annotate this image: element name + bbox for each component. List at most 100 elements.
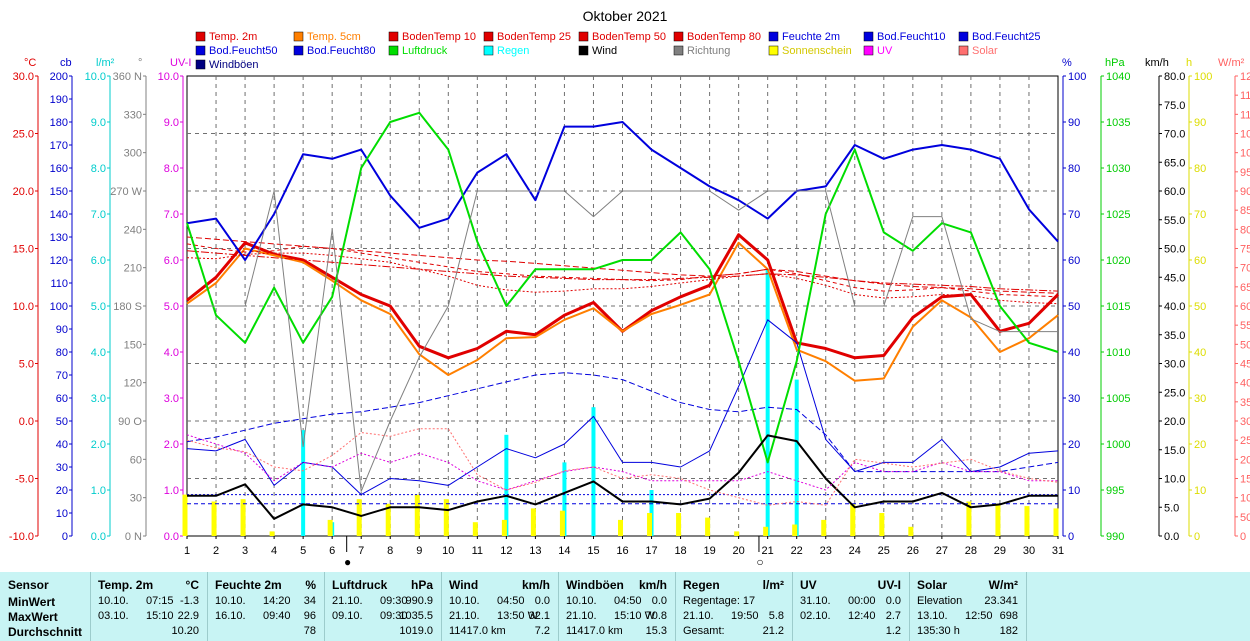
stats-cell-time: 15:10 [146, 610, 174, 622]
y-tick-label: 0.0 [164, 531, 179, 543]
y-tick-label: 990 [1106, 531, 1124, 543]
stats-cell-time: 00:00 [848, 595, 876, 607]
stats-unit: km/h [638, 578, 667, 592]
stats-cell-time: 07:15 [146, 595, 174, 607]
y-tick-label: 20.0 [1164, 416, 1185, 428]
stats-cell-value: 7.2 [534, 625, 550, 637]
legend-label: Bod.Feucht80 [307, 45, 376, 57]
y-tick-label: 650 [1240, 282, 1250, 294]
legend-label: Feuchte 2m [782, 31, 840, 43]
y-tick-label: 180 S [113, 301, 142, 313]
y-tick-label: 200 [1240, 454, 1250, 466]
x-tick-label: 22 [791, 545, 803, 557]
y-tick-label: -5.0 [15, 474, 34, 486]
y-tick-label: 20.0 [13, 186, 34, 198]
x-tick-label: 14 [558, 545, 570, 557]
bar-sonnenschein [821, 519, 827, 536]
bar-sonnenschein [1053, 508, 1059, 536]
stats-cell-value: 0.0 [534, 595, 550, 607]
y-tick-label: 10 [1068, 485, 1080, 497]
y-tick-label: 10.0 [13, 301, 34, 313]
x-tick-label: 13 [529, 545, 541, 557]
stats-cell-date: 10.10. [566, 595, 597, 607]
x-tick-label: 1 [184, 545, 190, 557]
legend-swatch [388, 45, 399, 56]
y-tick-label: 80.0 [1164, 71, 1185, 83]
y-tick-label: 8.0 [164, 163, 179, 175]
y-tick-label: 5.0 [91, 301, 106, 313]
y-tick-label: 20 [56, 485, 68, 497]
stats-cell-value: 96 [303, 610, 316, 622]
x-tick-label: 9 [416, 545, 422, 557]
legend-swatch [863, 31, 874, 42]
bar-sonnenschein [618, 519, 623, 536]
y-tick-label: 0 [1240, 531, 1246, 543]
y-tick-label: 50.0 [1164, 244, 1185, 256]
y-tick-label: 180 [50, 117, 68, 129]
y-tick-label: 1005 [1106, 393, 1130, 405]
bar-regen [794, 379, 799, 536]
stats-cell-value: 0.0 [885, 595, 901, 607]
stats-header: Regen [683, 578, 720, 592]
y-tick-label: 30 [56, 462, 68, 474]
y-tick-label: 50 [1240, 512, 1250, 524]
x-tick-label: 7 [358, 545, 364, 557]
stats-cell-date: 11417.0 km [566, 625, 623, 637]
legend-swatch [958, 45, 969, 56]
bar-sonnenschein [966, 501, 972, 536]
stats-cell-date: 16.10. [215, 610, 246, 622]
x-axis: 1 2 3 4 5 6 7 8 9 10 11 12 13 14 15 16 17 18 19 20 21 22 23 24 2… [184, 536, 1064, 569]
stats-cell-value: 78 [303, 625, 316, 637]
bar-sonnenschein [530, 508, 536, 536]
series-line [186, 428, 1059, 506]
stats-cell-value: 1019.0 [399, 625, 433, 637]
stats-cell-date: 13.10. [917, 610, 948, 622]
y-tick-label: 10.0 [158, 71, 179, 83]
y-tick-label: 270 W [110, 186, 142, 198]
y-axis: ° 0 N 30 60 90 O 120 150 180 S 210 240 270 W 300 330… [110, 57, 147, 543]
y-axis-unit: °C [24, 57, 36, 69]
weather-chart: Oktober 2021 Temp. 2m Temp. 5cm BodenTemp … [9, 8, 1250, 569]
x-tick-label: 15 [587, 545, 599, 557]
y-tick-label: 1050 [1240, 129, 1250, 141]
legend-label: BodenTemp 80 [687, 31, 761, 43]
y-tick-label: 4.0 [164, 347, 179, 359]
y-tick-label: 120 [124, 378, 142, 390]
y-tick-label: 2.0 [91, 439, 106, 451]
legend-label: Solar [972, 45, 998, 57]
y-tick-label: 1030 [1106, 163, 1130, 175]
legend-swatch [483, 31, 494, 42]
y-tick-label: 400 [1240, 378, 1250, 390]
legend-swatch [863, 45, 874, 56]
stats-cell-value: -1.3 [180, 595, 199, 607]
y-tick-label: 1020 [1106, 255, 1130, 267]
stats-cell-date: Gesamt: [683, 625, 725, 637]
bar-sonnenschein [269, 531, 275, 536]
y-tick-label: 900 [1240, 186, 1250, 198]
y-axis-unit: cb [60, 57, 72, 69]
stats-unit: % [305, 578, 316, 592]
bar-regen [591, 407, 596, 536]
y-tick-label: 0 N [125, 531, 142, 543]
x-tick-label: 20 [733, 545, 745, 557]
y-tick-label: 65.0 [1164, 157, 1185, 169]
legend-swatch [768, 45, 779, 56]
y-axis: W/m² 0 50 100 150 200 250 300 350 400 450 500 550 600… [1218, 57, 1250, 543]
stats-cell-date: 135:30 h [917, 625, 960, 637]
y-axis-unit: UV-I [170, 57, 191, 69]
y-tick-label: 140 [50, 209, 68, 221]
moon-phase-icon: ○ [756, 555, 763, 569]
legend-swatch [768, 31, 779, 42]
y-tick-label: 40 [56, 439, 68, 451]
y-tick-label: 3.0 [164, 393, 179, 405]
y-tick-label: 1000 [1106, 439, 1130, 451]
x-tick-label: 24 [849, 545, 861, 557]
x-tick-label: 30 [1023, 545, 1035, 557]
y-tick-label: 2.0 [164, 439, 179, 451]
stats-unit: l/m² [762, 578, 784, 592]
y-tick-label: -10.0 [9, 531, 34, 543]
y-tick-label: 950 [1240, 167, 1250, 179]
y-tick-label: 210 [124, 263, 142, 275]
y-tick-label: 80 [1068, 163, 1080, 175]
legend-label: BodenTemp 25 [497, 31, 571, 43]
